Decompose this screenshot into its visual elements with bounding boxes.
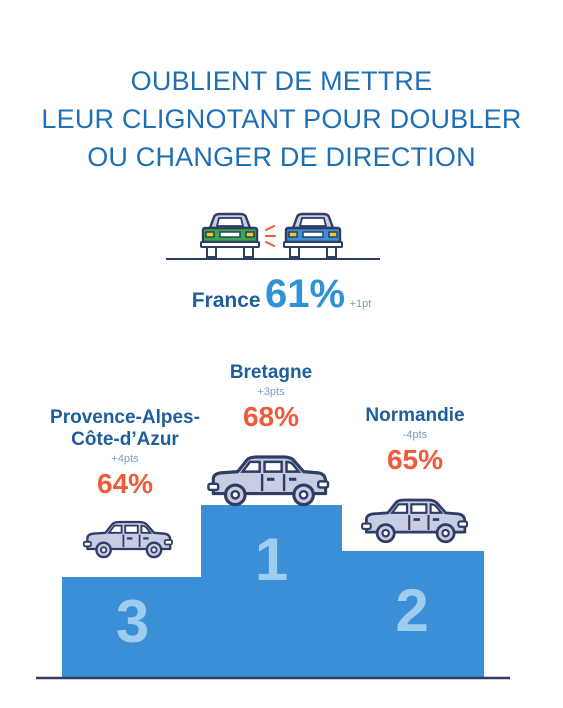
- france-percent: 61%: [265, 272, 346, 316]
- france-result: France 61% +1pt: [0, 272, 563, 317]
- rank-number-1: 1: [254, 526, 289, 593]
- region-percent: 65%: [386, 444, 444, 475]
- car-icon: [283, 212, 343, 258]
- region-change: -4pts: [402, 429, 428, 441]
- podium-block-1: [201, 505, 342, 677]
- france-label: France: [191, 289, 261, 312]
- title-line-2: LEUR CLIGNOTANT POUR DOUBLER: [41, 104, 522, 134]
- region-name: Bretagne: [229, 362, 313, 383]
- car-icon: [360, 498, 469, 544]
- region-percent: 68%: [242, 401, 300, 432]
- car-icon: [206, 455, 330, 507]
- blinker-signal-icon: [265, 225, 276, 247]
- podium-block-2: [340, 551, 484, 677]
- region-normandie: Normandie -4pts 65%: [340, 405, 490, 477]
- rank-number-2: 2: [395, 577, 429, 644]
- region-name-line-1: Provence-Alpes-: [50, 407, 200, 428]
- region-percent: 64%: [96, 468, 154, 499]
- region-change: +3pts: [257, 386, 285, 398]
- region-bretagne: Bretagne +3pts 68%: [196, 362, 346, 434]
- region-paca: Provence-Alpes- Côte-d’Azur +4pts 64%: [30, 407, 220, 501]
- france-change: +1pt: [349, 298, 372, 310]
- podium-block-3: [62, 577, 203, 677]
- region-name-line-2: Côte-d’Azur: [71, 429, 179, 450]
- car-icon: [82, 520, 174, 559]
- region-name: Normandie: [365, 405, 465, 426]
- car-icon: [200, 212, 260, 258]
- rank-number-3: 3: [115, 588, 150, 655]
- infographic-title: OUBLIENT DE METTRE LEUR CLIGNOTANT POUR …: [0, 62, 563, 176]
- title-line-3: OU CHANGER DE DIRECTION: [87, 142, 476, 172]
- title-line-1: OUBLIENT DE METTRE: [130, 66, 433, 96]
- region-change: +4pts: [111, 453, 139, 465]
